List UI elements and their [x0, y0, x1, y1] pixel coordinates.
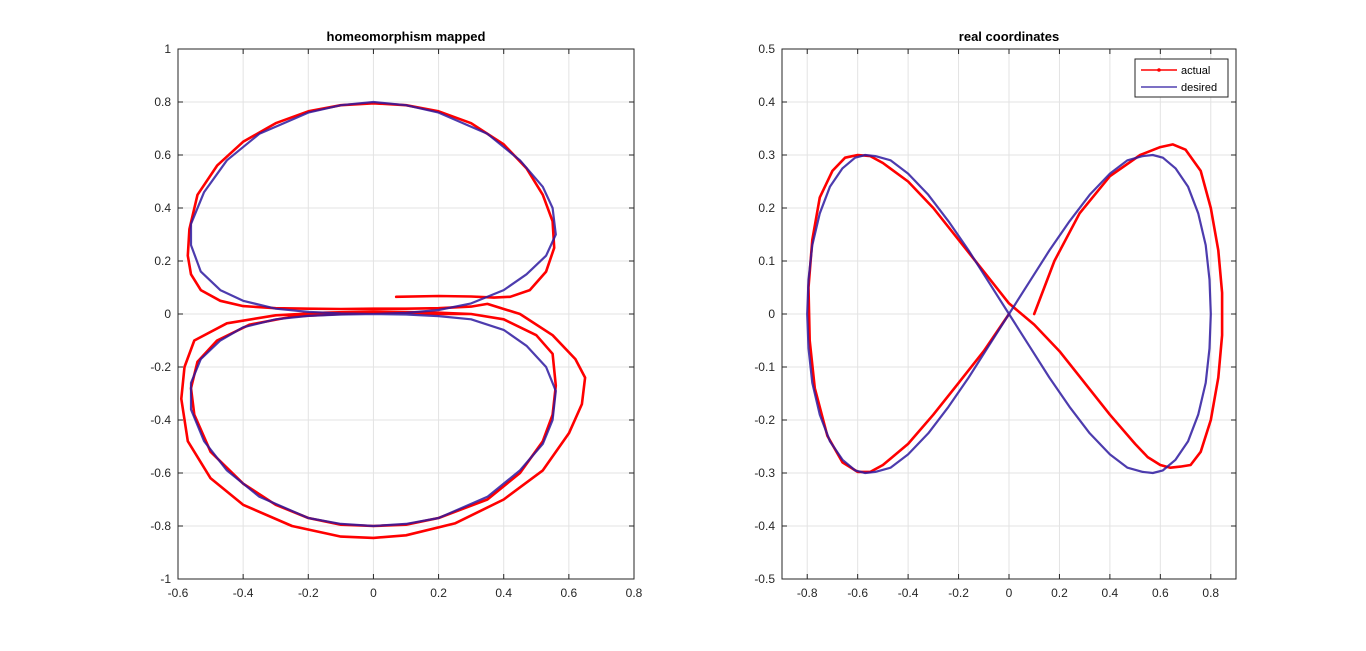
y-tick-label: 0.5: [758, 42, 775, 56]
y-tick-label: 0: [768, 307, 775, 321]
legend-box: [1134, 58, 1229, 98]
y-tick-label: -0.1: [754, 360, 775, 374]
x-tick-label: -0.6: [847, 586, 868, 600]
y-tick-label: -0.4: [754, 519, 775, 533]
chart-title: homeomorphism mapped: [327, 29, 486, 44]
x-tick-label: -0.6: [168, 586, 189, 600]
x-tick-label: -0.4: [233, 586, 254, 600]
y-tick-label: 0.8: [154, 95, 171, 109]
y-tick-label: 0: [164, 307, 171, 321]
series-line-desired: [189, 100, 557, 528]
x-tick-label: 0.4: [495, 586, 512, 600]
x-tick-label: 0.4: [1102, 586, 1119, 600]
y-tick-label: 0.4: [758, 95, 775, 109]
y-tick-label: 0.1: [758, 254, 775, 268]
y-tick-label: -0.2: [150, 360, 171, 374]
y-tick-label: 0.2: [154, 254, 171, 268]
x-tick-label: -0.8: [797, 586, 818, 600]
x-tick-label: -0.4: [898, 586, 919, 600]
y-tick-label: 0.2: [758, 201, 775, 215]
y-tick-label: -0.5: [754, 572, 775, 586]
y-tick-label: -1: [160, 572, 171, 586]
y-tick-label: 0.4: [154, 201, 171, 215]
x-tick-label: 0: [370, 586, 377, 600]
x-tick-label: -0.2: [948, 586, 969, 600]
legend: actual desired: [1134, 58, 1229, 98]
x-tick-label: 0.8: [626, 586, 643, 600]
chart-title: real coordinates: [959, 29, 1059, 44]
y-tick-label: 0.6: [154, 148, 171, 162]
y-tick-label: -0.3: [754, 466, 775, 480]
legend-label-desired: desired: [1181, 82, 1217, 94]
x-tick-label: -0.2: [298, 586, 319, 600]
y-tick-label: -0.2: [754, 413, 775, 427]
y-tick-label: -0.4: [150, 413, 171, 427]
x-tick-label: 0.8: [1202, 586, 1219, 600]
y-tick-label: 1: [164, 42, 171, 56]
y-tick-label: -0.6: [150, 466, 171, 480]
y-tick-label: -0.8: [150, 519, 171, 533]
legend-marker-actual: [1157, 68, 1161, 72]
x-tick-label: 0.6: [561, 586, 578, 600]
x-tick-label: 0.6: [1152, 586, 1169, 600]
series-line-desired: [806, 153, 1212, 475]
left-chart: -0.6 -0.4 -0.2 0 0.2 0.4 0.6 0.8 -1 -0.8 -0.6 -0.4 -…: [150, 29, 642, 600]
x-tick-label: 0.2: [430, 586, 447, 600]
legend-label-actual: actual: [1181, 65, 1210, 77]
right-chart: -0.8 -0.6 -0.4 -0.2 0 0.2 0.4 0.6 0.8 -0.5 -0.4 -0.…: [754, 29, 1237, 600]
x-tick-label: 0: [1006, 586, 1013, 600]
x-tick-label: 0.2: [1051, 586, 1068, 600]
y-tick-label: 0.3: [758, 148, 775, 162]
